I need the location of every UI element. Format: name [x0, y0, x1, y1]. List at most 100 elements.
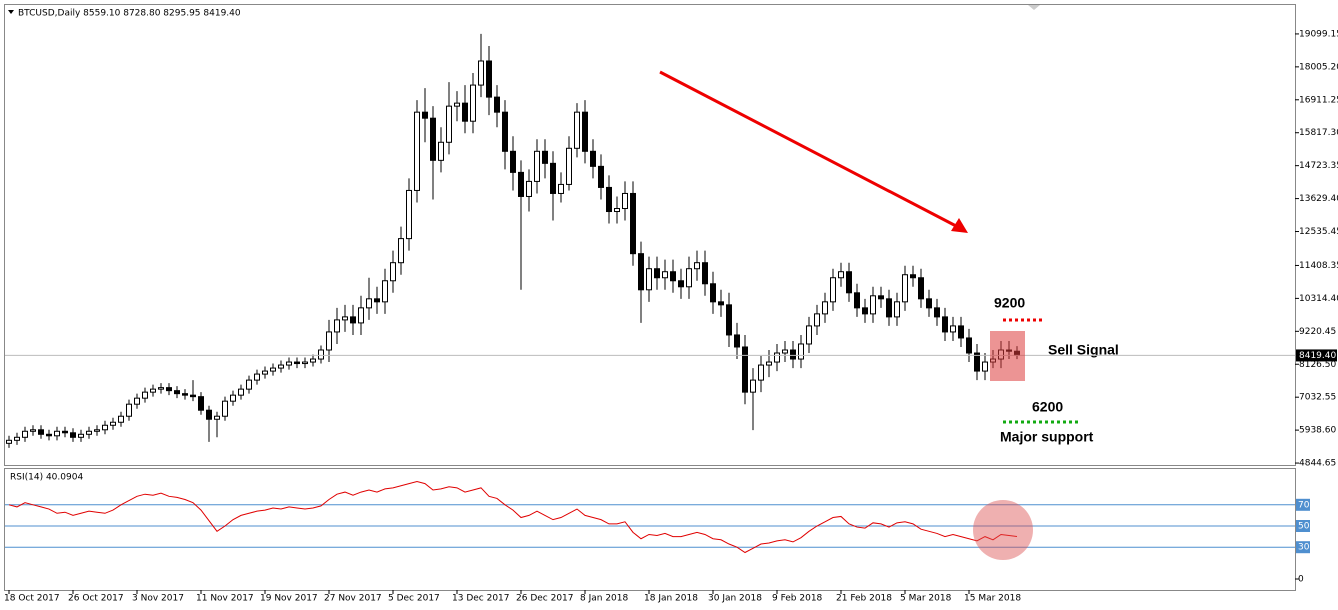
candle-body [630, 192, 636, 255]
candle-body [150, 388, 156, 393]
y-tick-label: 4844.65 [1299, 459, 1336, 469]
candle-body [118, 415, 124, 423]
current-price-box [1296, 349, 1337, 362]
candle-body [926, 298, 932, 309]
candle-body [894, 301, 900, 318]
x-tick-label: 11 Nov 2017 [196, 594, 254, 604]
candle-body [502, 111, 508, 152]
candle-body [686, 268, 692, 288]
candle-body [334, 319, 340, 333]
rsi-line [8, 480, 1018, 554]
candle-body [86, 430, 92, 435]
candle-body [590, 150, 596, 167]
candle-body [806, 325, 812, 345]
candle-body [438, 141, 444, 161]
candle-body [286, 361, 292, 366]
candle-body [734, 334, 740, 348]
x-tick-label: 5 Mar 2018 [900, 594, 952, 604]
candle-body [206, 409, 212, 420]
candle-body [766, 361, 772, 366]
x-tick-label: 9 Feb 2018 [772, 594, 823, 604]
candle-body [870, 295, 876, 315]
x-tick-label: 15 Mar 2018 [964, 594, 1021, 604]
y-tick-label: 11408.35 [1299, 261, 1338, 271]
candle-body [638, 253, 644, 291]
candle-body [374, 298, 380, 303]
signal-label: Sell Signal [1048, 342, 1119, 358]
candle-body [614, 208, 620, 213]
candle-body [246, 379, 252, 390]
candle-body [566, 147, 572, 185]
candle-body [142, 391, 148, 399]
candle-body [542, 150, 548, 164]
candle-body [574, 111, 580, 149]
x-tick-label: 13 Dec 2017 [452, 594, 510, 604]
candle-body [166, 387, 172, 392]
y-tick-label: 15817.30 [1299, 128, 1338, 138]
candle-body [470, 84, 476, 122]
candle-body [446, 105, 452, 143]
candle-body [606, 186, 612, 213]
candle-body [126, 403, 132, 417]
candle-body [534, 150, 540, 182]
candle-body [478, 60, 484, 86]
y-tick-label: 14723.35 [1299, 161, 1338, 171]
menu-triangle[interactable] [8, 10, 14, 14]
candle-body [6, 439, 12, 444]
candle-body [390, 262, 396, 282]
candle-body [598, 165, 604, 188]
candle-body [398, 238, 404, 264]
candle-body [110, 421, 116, 426]
x-tick-label: 21 Feb 2018 [836, 594, 892, 604]
candle-body [22, 430, 28, 438]
x-tick-label: 5 Dec 2017 [388, 594, 440, 604]
candle-body [30, 429, 36, 432]
candle-body [14, 436, 20, 441]
candle-body [830, 277, 836, 303]
candle-body [582, 111, 588, 152]
candle-body [558, 183, 564, 194]
candle-body [942, 316, 948, 333]
candle-body [814, 313, 820, 327]
rsi-highlight [973, 500, 1033, 560]
candle-body [518, 171, 524, 197]
support-label: Major support [1000, 429, 1094, 445]
candle-body [902, 274, 908, 303]
candle-body [726, 304, 732, 336]
candle-body [158, 387, 164, 390]
candle-body [782, 349, 788, 354]
x-tick-label: 26 Oct 2017 [68, 594, 124, 604]
trend-arrow-head [951, 218, 968, 233]
candle-body [790, 349, 796, 360]
x-tick-label: 19 Nov 2017 [260, 594, 318, 604]
y-tick-label: 7032.55 [1299, 393, 1336, 403]
candle-body [918, 277, 924, 300]
candle-body [846, 271, 852, 294]
candle-body [198, 396, 204, 411]
candle-body [46, 433, 52, 437]
candle-body [270, 367, 276, 372]
candle-body [526, 180, 532, 197]
y-tick-label: 10314.40 [1299, 294, 1338, 304]
y-tick-label: 18005.20 [1299, 62, 1338, 72]
candle-body [78, 433, 84, 438]
candle-body [910, 274, 916, 279]
y-tick-label: 9220.45 [1299, 327, 1336, 337]
resistance-label: 9200 [994, 295, 1025, 311]
y-tick-label: 70 [1298, 500, 1310, 510]
candle-body [550, 162, 556, 194]
candle-body [134, 397, 140, 405]
rsi-title: RSI(14) 40.0904 [10, 473, 83, 483]
candle-body [262, 370, 268, 375]
chart-title: BTCUSD,Daily 8559.10 8728.80 8295.95 841… [18, 9, 241, 19]
candle-body [214, 415, 220, 420]
candle-body [366, 298, 372, 309]
y-tick-label: 13629.40 [1299, 194, 1338, 204]
candle-body [342, 316, 348, 321]
candle-body [182, 393, 188, 396]
rsi-level-box [1296, 520, 1310, 532]
candle-body [302, 361, 308, 365]
candle-body [454, 102, 460, 107]
